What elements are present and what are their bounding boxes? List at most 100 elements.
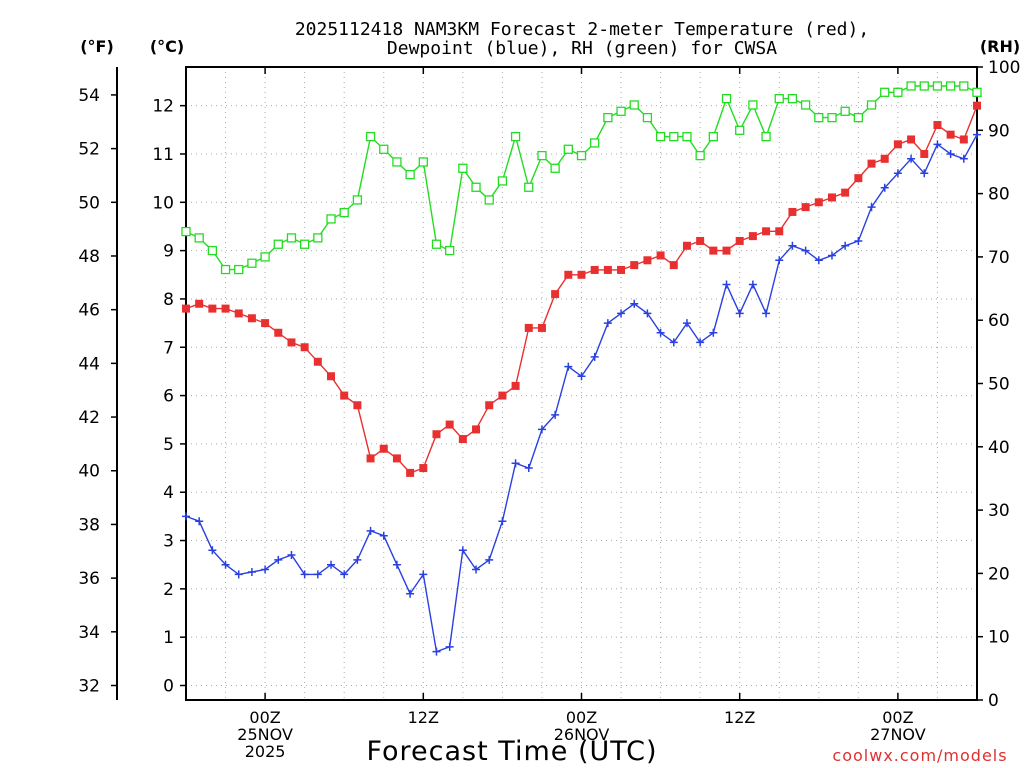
dewpoint-point xyxy=(893,169,902,178)
celsius-tick-label: 3 xyxy=(163,532,174,552)
rh-point xyxy=(814,112,824,123)
rh-point xyxy=(840,106,850,116)
rh-point xyxy=(313,233,323,243)
rh-point xyxy=(207,245,218,256)
dewpoint-point xyxy=(854,236,863,245)
rh-point xyxy=(761,131,771,142)
dewpoint-point xyxy=(247,567,256,576)
rh-point xyxy=(326,214,336,224)
temperature-point xyxy=(300,343,309,352)
dewpoint-point xyxy=(445,642,454,651)
temperature-point xyxy=(669,261,678,270)
rh-point xyxy=(893,87,903,97)
dewpoint-point xyxy=(959,154,968,163)
rh-point xyxy=(669,131,679,142)
rh-point xyxy=(286,233,297,243)
rh-point xyxy=(866,100,877,110)
rh-point xyxy=(629,100,639,110)
rh-point xyxy=(774,94,784,104)
temperature-point xyxy=(656,251,665,260)
temperature-point xyxy=(630,261,639,270)
temperature-point xyxy=(946,130,955,139)
temperature-point xyxy=(973,101,981,110)
rh-point xyxy=(603,112,613,123)
fahrenheit-tick-label: 50 xyxy=(78,193,100,213)
dewpoint-point xyxy=(537,425,546,434)
temperature-point xyxy=(234,309,243,318)
dewpoint-point xyxy=(524,464,533,473)
temperature-point xyxy=(775,227,784,236)
dewpoint-point xyxy=(735,309,744,318)
fahrenheit-tick-label: 48 xyxy=(78,247,100,267)
temperature-point xyxy=(353,401,362,410)
temperature-point xyxy=(696,236,705,245)
rh-point xyxy=(273,239,283,249)
dewpoint-point xyxy=(788,241,797,250)
dewpoint-point xyxy=(498,517,507,526)
celsius-tick-label: 5 xyxy=(163,435,174,455)
dewpoint-point xyxy=(867,203,876,212)
rh-tick-label: 20 xyxy=(988,564,1010,584)
dewpoint-point xyxy=(274,555,283,564)
fahrenheit-tick-label: 52 xyxy=(78,140,100,160)
celsius-tick-label: 1 xyxy=(163,628,174,648)
dewpoint-point xyxy=(656,328,665,337)
temperature-point xyxy=(643,256,652,265)
dewpoint-series xyxy=(182,130,981,656)
temperature-point xyxy=(748,232,757,241)
rh-tick-label: 70 xyxy=(988,248,1010,268)
series-layer xyxy=(181,81,982,656)
dewpoint-point xyxy=(392,560,401,569)
fahrenheit-tick-label: 34 xyxy=(78,623,100,643)
rh-unit-label: (RH) xyxy=(980,37,1020,56)
fahrenheit-tick-label: 46 xyxy=(78,301,100,321)
dewpoint-point xyxy=(340,570,349,579)
rh-point xyxy=(708,131,718,142)
x-tick-label: 27NOV xyxy=(870,725,926,744)
rh-point xyxy=(919,81,929,91)
rh-point xyxy=(458,163,468,173)
dewpoint-point xyxy=(643,309,652,318)
temperature-point xyxy=(933,120,942,129)
rh-point xyxy=(524,182,534,192)
rh-tick-label: 60 xyxy=(988,311,1010,331)
rh-point xyxy=(365,131,376,142)
chart-title-line2: Dewpoint (blue), RH (green) for CWSA xyxy=(387,38,777,59)
dewpoint-point xyxy=(221,560,230,569)
dewpoint-point xyxy=(682,319,691,328)
temperature-point xyxy=(867,159,876,168)
fahrenheit-tick-label: 36 xyxy=(78,569,100,589)
rh-point xyxy=(234,264,244,275)
x-tick-label: 00Z xyxy=(249,708,280,727)
rh-point xyxy=(247,258,257,268)
x-tick-label: 12Z xyxy=(724,708,755,727)
celsius-tick-label: 8 xyxy=(163,290,174,310)
temperature-point xyxy=(617,265,626,274)
rh-point xyxy=(959,81,969,91)
temperature-point xyxy=(722,246,731,255)
dewpoint-point xyxy=(511,459,520,468)
celsius-tick-label: 7 xyxy=(163,338,174,358)
dewpoint-point xyxy=(748,280,757,289)
temperature-point xyxy=(392,454,401,463)
dewpoint-point xyxy=(590,352,599,361)
dewpoint-point xyxy=(577,372,586,381)
rh-point xyxy=(721,94,732,104)
celsius-tick-label: 12 xyxy=(152,97,174,117)
rh-point xyxy=(497,176,508,186)
dewpoint-point xyxy=(603,319,612,328)
fahrenheit-tick-label: 42 xyxy=(78,408,100,428)
temperature-point xyxy=(577,270,586,279)
dewpoint-point xyxy=(946,149,955,158)
temperature-point xyxy=(327,372,336,381)
fahrenheit-tick-label: 32 xyxy=(78,677,100,697)
rh-point xyxy=(550,163,560,173)
temperature-point xyxy=(247,314,256,323)
plot-frame xyxy=(185,66,978,701)
dewpoint-point xyxy=(419,570,428,579)
rh-tick-label: 90 xyxy=(988,121,1010,141)
dewpoint-point xyxy=(907,154,916,163)
rh-point xyxy=(642,112,653,123)
